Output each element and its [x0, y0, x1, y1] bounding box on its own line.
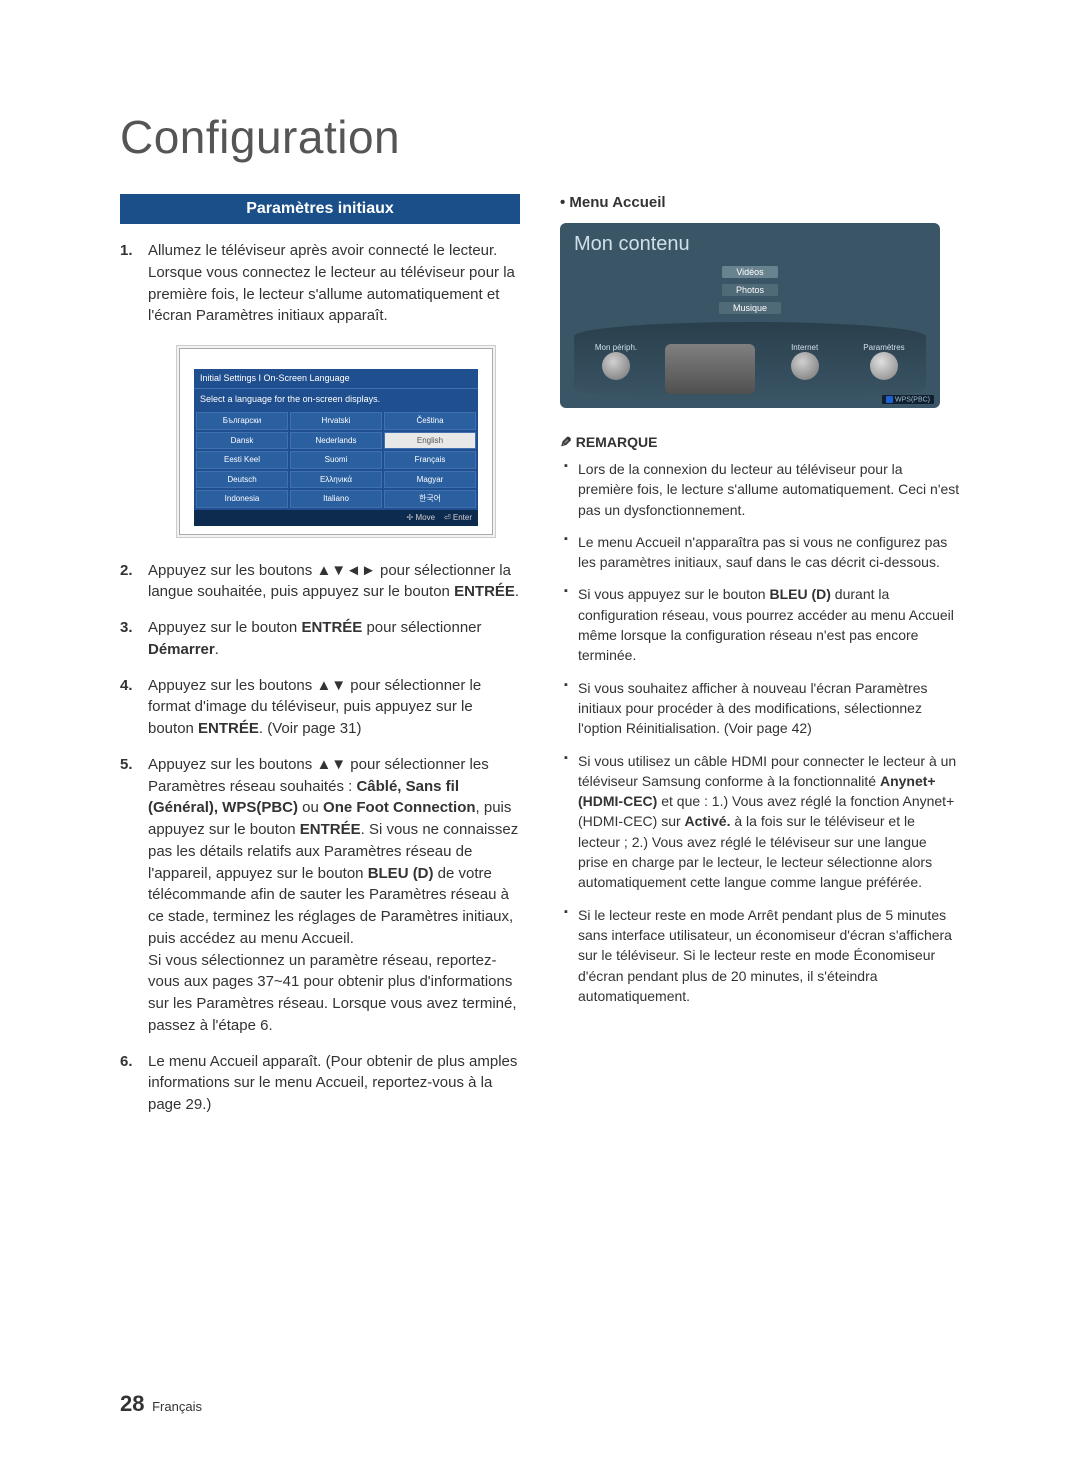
- remarque-heading: ✎REMARQUE: [560, 434, 960, 451]
- disc-icon: [602, 352, 630, 380]
- content-tab: Musique: [719, 302, 781, 314]
- remarque-list: Lors de la connexion du lecteur au télév…: [560, 459, 960, 1006]
- osd-language-cell: Suomi: [290, 451, 382, 469]
- step-1: Allumez le téléviseur après avoir connec…: [120, 240, 520, 538]
- step-3: Appuyez sur le bouton ENTRÉE pour sélect…: [120, 617, 520, 661]
- osd-language-cell: 한국어: [384, 490, 476, 508]
- osd-screenshot: Initial Settings I On-Screen Language Se…: [176, 345, 496, 538]
- content-tab: Vidéos: [722, 266, 777, 278]
- stage-item-settings: Paramètres: [854, 343, 914, 382]
- stage-label: Internet: [775, 343, 835, 352]
- content-tab: Photos: [722, 284, 778, 296]
- entree-button-label: ENTRÉE: [300, 821, 361, 838]
- osd-language-cell: English: [384, 432, 476, 450]
- remarque-item: Si le lecteur reste en mode Arrêt pendan…: [560, 905, 960, 1006]
- stage-label: Paramètres: [854, 343, 914, 352]
- osd-inner: Initial Settings I On-Screen Language Se…: [179, 348, 493, 535]
- remarque-item: Lors de la connexion du lecteur au télév…: [560, 459, 960, 520]
- osd-language-cell: Dansk: [196, 432, 288, 450]
- stage-center-art: [665, 344, 755, 394]
- entree-button-label: ENTRÉE: [301, 619, 362, 636]
- wps-pbc-pill: WPS(PBC): [882, 395, 934, 404]
- right-column: Menu Accueil Mon contenu Vidéos Photos Mus…: [560, 194, 960, 1130]
- content-stage: Mon périph. Internet Paramètres: [574, 322, 926, 402]
- steps-list: Allumez le téléviseur après avoir connec…: [120, 240, 520, 1116]
- osd-enter-hint: ⏎ Enter: [444, 513, 472, 522]
- remarque-item: Si vous utilisez un câble HDMI pour conn…: [560, 751, 960, 893]
- entree-button-label: ENTRÉE: [454, 583, 515, 600]
- page-language: Français: [152, 1399, 202, 1414]
- osd-language-cell: Eesti Keel: [196, 451, 288, 469]
- page-title: Configuration: [120, 110, 960, 164]
- osd-language-cell: Čeština: [384, 412, 476, 430]
- osd-language-cell: Български: [196, 412, 288, 430]
- osd-subtitle: Select a language for the on-screen disp…: [194, 388, 478, 410]
- page-footer: 28 Français: [120, 1391, 202, 1417]
- osd-language-cell: Indonesia: [196, 490, 288, 508]
- osd-language-cell: Hrvatski: [290, 412, 382, 430]
- osd-language-cell: Ελληνικά: [290, 471, 382, 489]
- globe-icon: [791, 352, 819, 380]
- demarrer-label: Démarrer: [148, 641, 215, 658]
- arrow-icons: ▲▼: [316, 677, 346, 694]
- content-columns: Paramètres initiaux Allumez le téléviseu…: [120, 194, 960, 1130]
- mon-contenu-screenshot: Mon contenu Vidéos Photos Musique Mon péri…: [560, 223, 940, 408]
- osd-move-hint: ✢ Move: [407, 513, 436, 522]
- remarque-item: Si vous souhaitez afficher à nouveau l'é…: [560, 678, 960, 739]
- osd-language-cell: Italiano: [290, 490, 382, 508]
- osd-footer: ✢ Move ⏎ Enter: [194, 510, 478, 526]
- page-number: 28: [120, 1391, 144, 1416]
- osd-language-cell: Deutsch: [196, 471, 288, 489]
- arrow-icons: ▲▼◄►: [316, 562, 375, 579]
- remarque-item: Si vous appuyez sur le bouton BLEU (D) d…: [560, 584, 960, 665]
- step-1-text: Allumez le téléviseur après avoir connec…: [148, 242, 515, 324]
- mon-contenu-title: Mon contenu: [574, 233, 926, 256]
- stage-item-internet: Internet: [775, 343, 835, 382]
- section-bar: Paramètres initiaux: [120, 194, 520, 224]
- left-column: Paramètres initiaux Allumez le téléviseu…: [120, 194, 520, 1130]
- step-2: Appuyez sur les boutons ▲▼◄► pour sélect…: [120, 560, 520, 604]
- stage-label: Mon périph.: [586, 343, 646, 352]
- one-foot-connection-label: One Foot Connection: [323, 799, 475, 816]
- osd-language-cell: Magyar: [384, 471, 476, 489]
- step-6: Le menu Accueil apparaît. (Pour obtenir …: [120, 1051, 520, 1116]
- arrow-icons: ▲▼: [316, 756, 346, 773]
- osd-title: Initial Settings I On-Screen Language: [194, 369, 478, 388]
- step-5: Appuyez sur les boutons ▲▼ pour sélectio…: [120, 754, 520, 1037]
- entree-button-label: ENTRÉE: [198, 720, 259, 737]
- osd-language-cell: Nederlands: [290, 432, 382, 450]
- menu-accueil-heading: Menu Accueil: [560, 194, 960, 211]
- blue-d-button-label: BLEU (D): [368, 865, 434, 882]
- gear-icon: [870, 352, 898, 380]
- content-tabs: Vidéos Photos Musique: [574, 262, 926, 316]
- remarque-item: Le menu Accueil n'apparaîtra pas si vous…: [560, 532, 960, 573]
- hand-icon: ✎: [560, 434, 572, 451]
- step-4: Appuyez sur les boutons ▲▼ pour sélectio…: [120, 675, 520, 740]
- osd-language-cell: Français: [384, 451, 476, 469]
- osd-language-grid: БългарскиHrvatskiČeština DanskNederlandsE…: [194, 410, 478, 510]
- stage-item-peripheral: Mon périph.: [586, 343, 646, 382]
